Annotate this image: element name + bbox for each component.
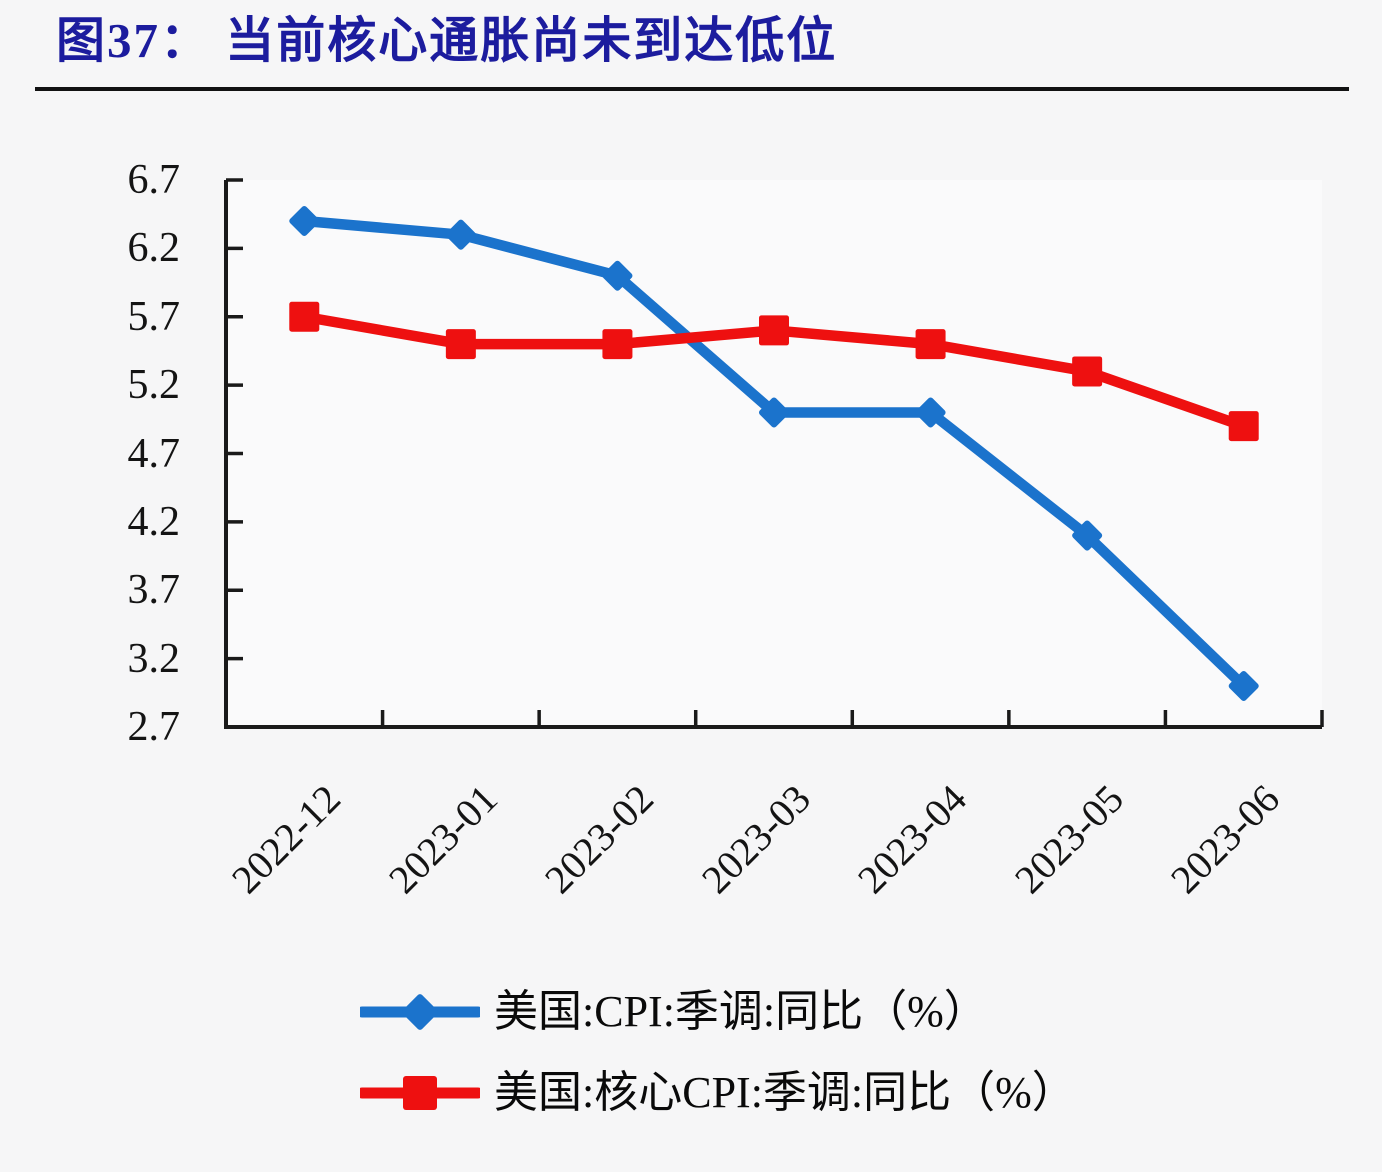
data-point-marker bbox=[1072, 356, 1103, 387]
y-tick-label: 5.7 bbox=[127, 293, 181, 340]
data-point-marker bbox=[1072, 520, 1103, 551]
y-tick-label: 2.7 bbox=[127, 704, 181, 750]
legend-item-1: 美国:核心CPI:季调:同比（%） bbox=[360, 1070, 1076, 1116]
data-point-marker bbox=[759, 315, 789, 346]
data-point-marker bbox=[915, 397, 946, 428]
y-tick-label: 4.7 bbox=[127, 430, 181, 477]
chart-legend: 美国:CPI:季调:同比（%） 美国:核心CPI:季调:同比（%） bbox=[360, 989, 1076, 1116]
data-point-marker bbox=[445, 219, 476, 250]
data-point-marker bbox=[602, 329, 633, 360]
data-point-marker bbox=[915, 329, 946, 360]
data-point-marker bbox=[445, 329, 476, 360]
plot-area bbox=[226, 180, 1322, 727]
y-tick-label: 6.7 bbox=[127, 157, 181, 203]
y-tick-label: 3.7 bbox=[127, 567, 181, 614]
data-point-marker bbox=[602, 260, 633, 291]
data-point-marker bbox=[758, 397, 790, 428]
data-point-marker bbox=[1228, 670, 1259, 701]
y-tick-label: 5.2 bbox=[127, 362, 181, 409]
legend-square-swatch-icon bbox=[360, 1076, 480, 1110]
legend-item-label: 美国:CPI:季调:同比（%） bbox=[494, 987, 988, 1036]
figure-title: 图37： 当前核心通胀尚未到达低位 bbox=[56, 13, 838, 68]
data-point-marker bbox=[1228, 411, 1259, 442]
title-divider bbox=[35, 87, 1349, 91]
legend-item-label: 美国:核心CPI:季调:同比（%） bbox=[494, 1068, 1076, 1117]
legend-item-0: 美国:CPI:季调:同比（%） bbox=[360, 989, 1076, 1035]
legend-diamond-swatch-icon bbox=[360, 994, 480, 1030]
y-tick-label: 6.2 bbox=[127, 225, 181, 272]
y-tick-label: 4.2 bbox=[127, 498, 181, 545]
data-point-marker bbox=[289, 206, 320, 237]
y-tick-label: 3.2 bbox=[127, 635, 181, 682]
data-point-marker bbox=[289, 301, 320, 332]
